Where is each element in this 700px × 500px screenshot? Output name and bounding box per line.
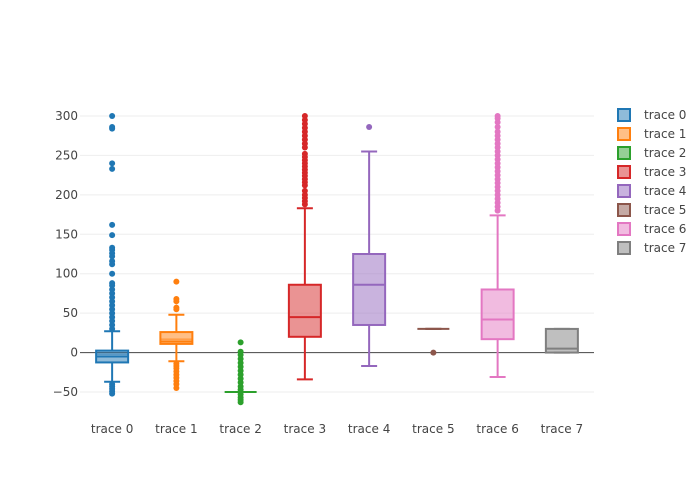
legend-item[interactable]: trace 3	[617, 165, 686, 179]
legend-swatch	[617, 127, 631, 141]
outlier-point	[237, 339, 244, 346]
legend-swatch	[617, 165, 631, 179]
legend-label: trace 4	[644, 184, 686, 198]
legend-label: trace 1	[644, 127, 686, 141]
trace-4	[352, 124, 387, 367]
outlier-point	[109, 253, 116, 260]
outlier-point	[173, 278, 180, 285]
legend: trace 0 trace 1 trace 2 trace 3 trace 4 trace…	[617, 108, 686, 255]
outlier-point	[109, 232, 116, 239]
legend-item[interactable]: trace 1	[617, 127, 686, 141]
x-tick-label: trace 7	[541, 422, 583, 436]
legend-swatch	[617, 222, 631, 236]
trace-3	[287, 113, 322, 381]
outlier-point	[494, 124, 501, 131]
outlier-point	[430, 349, 437, 356]
outlier-point	[109, 221, 116, 228]
legend-item[interactable]: trace 6	[617, 222, 686, 236]
outlier-point	[109, 325, 116, 332]
box	[287, 283, 322, 338]
legend-label: trace 3	[644, 165, 686, 179]
y-tick-label: 50	[63, 306, 78, 320]
outlier-point	[109, 261, 116, 268]
legend-label: trace 7	[644, 241, 686, 255]
legend-swatch	[617, 241, 631, 255]
box	[352, 253, 387, 326]
trace-5	[417, 327, 450, 356]
outlier-point	[237, 386, 244, 393]
outlier-point	[301, 144, 308, 151]
outlier-point	[173, 298, 180, 305]
outlier-point	[109, 160, 116, 167]
outlier-point	[109, 113, 116, 119]
legend-swatch	[617, 184, 631, 198]
trace-7	[544, 327, 579, 354]
outlier-point	[301, 182, 308, 189]
y-tick-label: 300	[55, 109, 78, 123]
y-axis-ticks: −50 0 50 100 150 200 250 300	[53, 109, 78, 399]
outlier-point	[494, 207, 501, 214]
y-tick-label: 0	[70, 346, 78, 360]
traces	[95, 113, 579, 406]
outlier-point	[109, 270, 116, 277]
outlier-point	[237, 399, 244, 406]
legend-item[interactable]: trace 4	[617, 184, 686, 198]
outlier-point	[109, 165, 116, 172]
legend-item[interactable]: trace 7	[617, 241, 686, 255]
outlier-point	[301, 201, 308, 208]
outlier-point	[109, 125, 116, 132]
x-tick-label: trace 4	[348, 422, 390, 436]
y-tick-label: −50	[53, 385, 78, 399]
y-tick-label: 150	[55, 227, 78, 241]
x-tick-label: trace 5	[412, 422, 454, 436]
x-tick-label: trace 6	[476, 422, 518, 436]
trace-6	[480, 113, 515, 379]
y-tick-label: 200	[55, 188, 78, 202]
legend-item[interactable]: trace 5	[617, 203, 686, 217]
legend-item[interactable]: trace 0	[617, 108, 686, 122]
trace-2	[224, 339, 257, 406]
legend-label: trace 0	[644, 108, 686, 122]
y-tick-label: 250	[55, 148, 78, 162]
x-tick-label: trace 1	[155, 422, 197, 436]
legend-label: trace 6	[644, 222, 686, 236]
legend-swatch	[617, 146, 631, 160]
legend-swatch	[617, 108, 631, 122]
legend-label: trace 2	[644, 146, 686, 160]
outlier-point	[109, 390, 116, 397]
y-tick-label: 100	[55, 267, 78, 281]
trace-0	[95, 113, 130, 397]
outlier-point	[366, 124, 373, 131]
outlier-point	[494, 119, 501, 126]
trace-1	[159, 278, 194, 392]
x-tick-label: trace 2	[219, 422, 261, 436]
box	[159, 331, 194, 345]
outlier-point	[173, 385, 180, 392]
x-tick-label: trace 3	[284, 422, 326, 436]
outlier-point	[173, 306, 180, 313]
legend-label: trace 5	[644, 203, 686, 217]
x-tick-label: trace 0	[91, 422, 133, 436]
box	[480, 288, 515, 341]
grid-lines	[80, 115, 594, 393]
x-axis-ticks: trace 0 trace 1 trace 2 trace 3 trace 4 trace…	[91, 422, 583, 436]
box	[544, 327, 579, 354]
legend-item[interactable]: trace 2	[617, 146, 686, 160]
legend-swatch	[617, 203, 631, 217]
